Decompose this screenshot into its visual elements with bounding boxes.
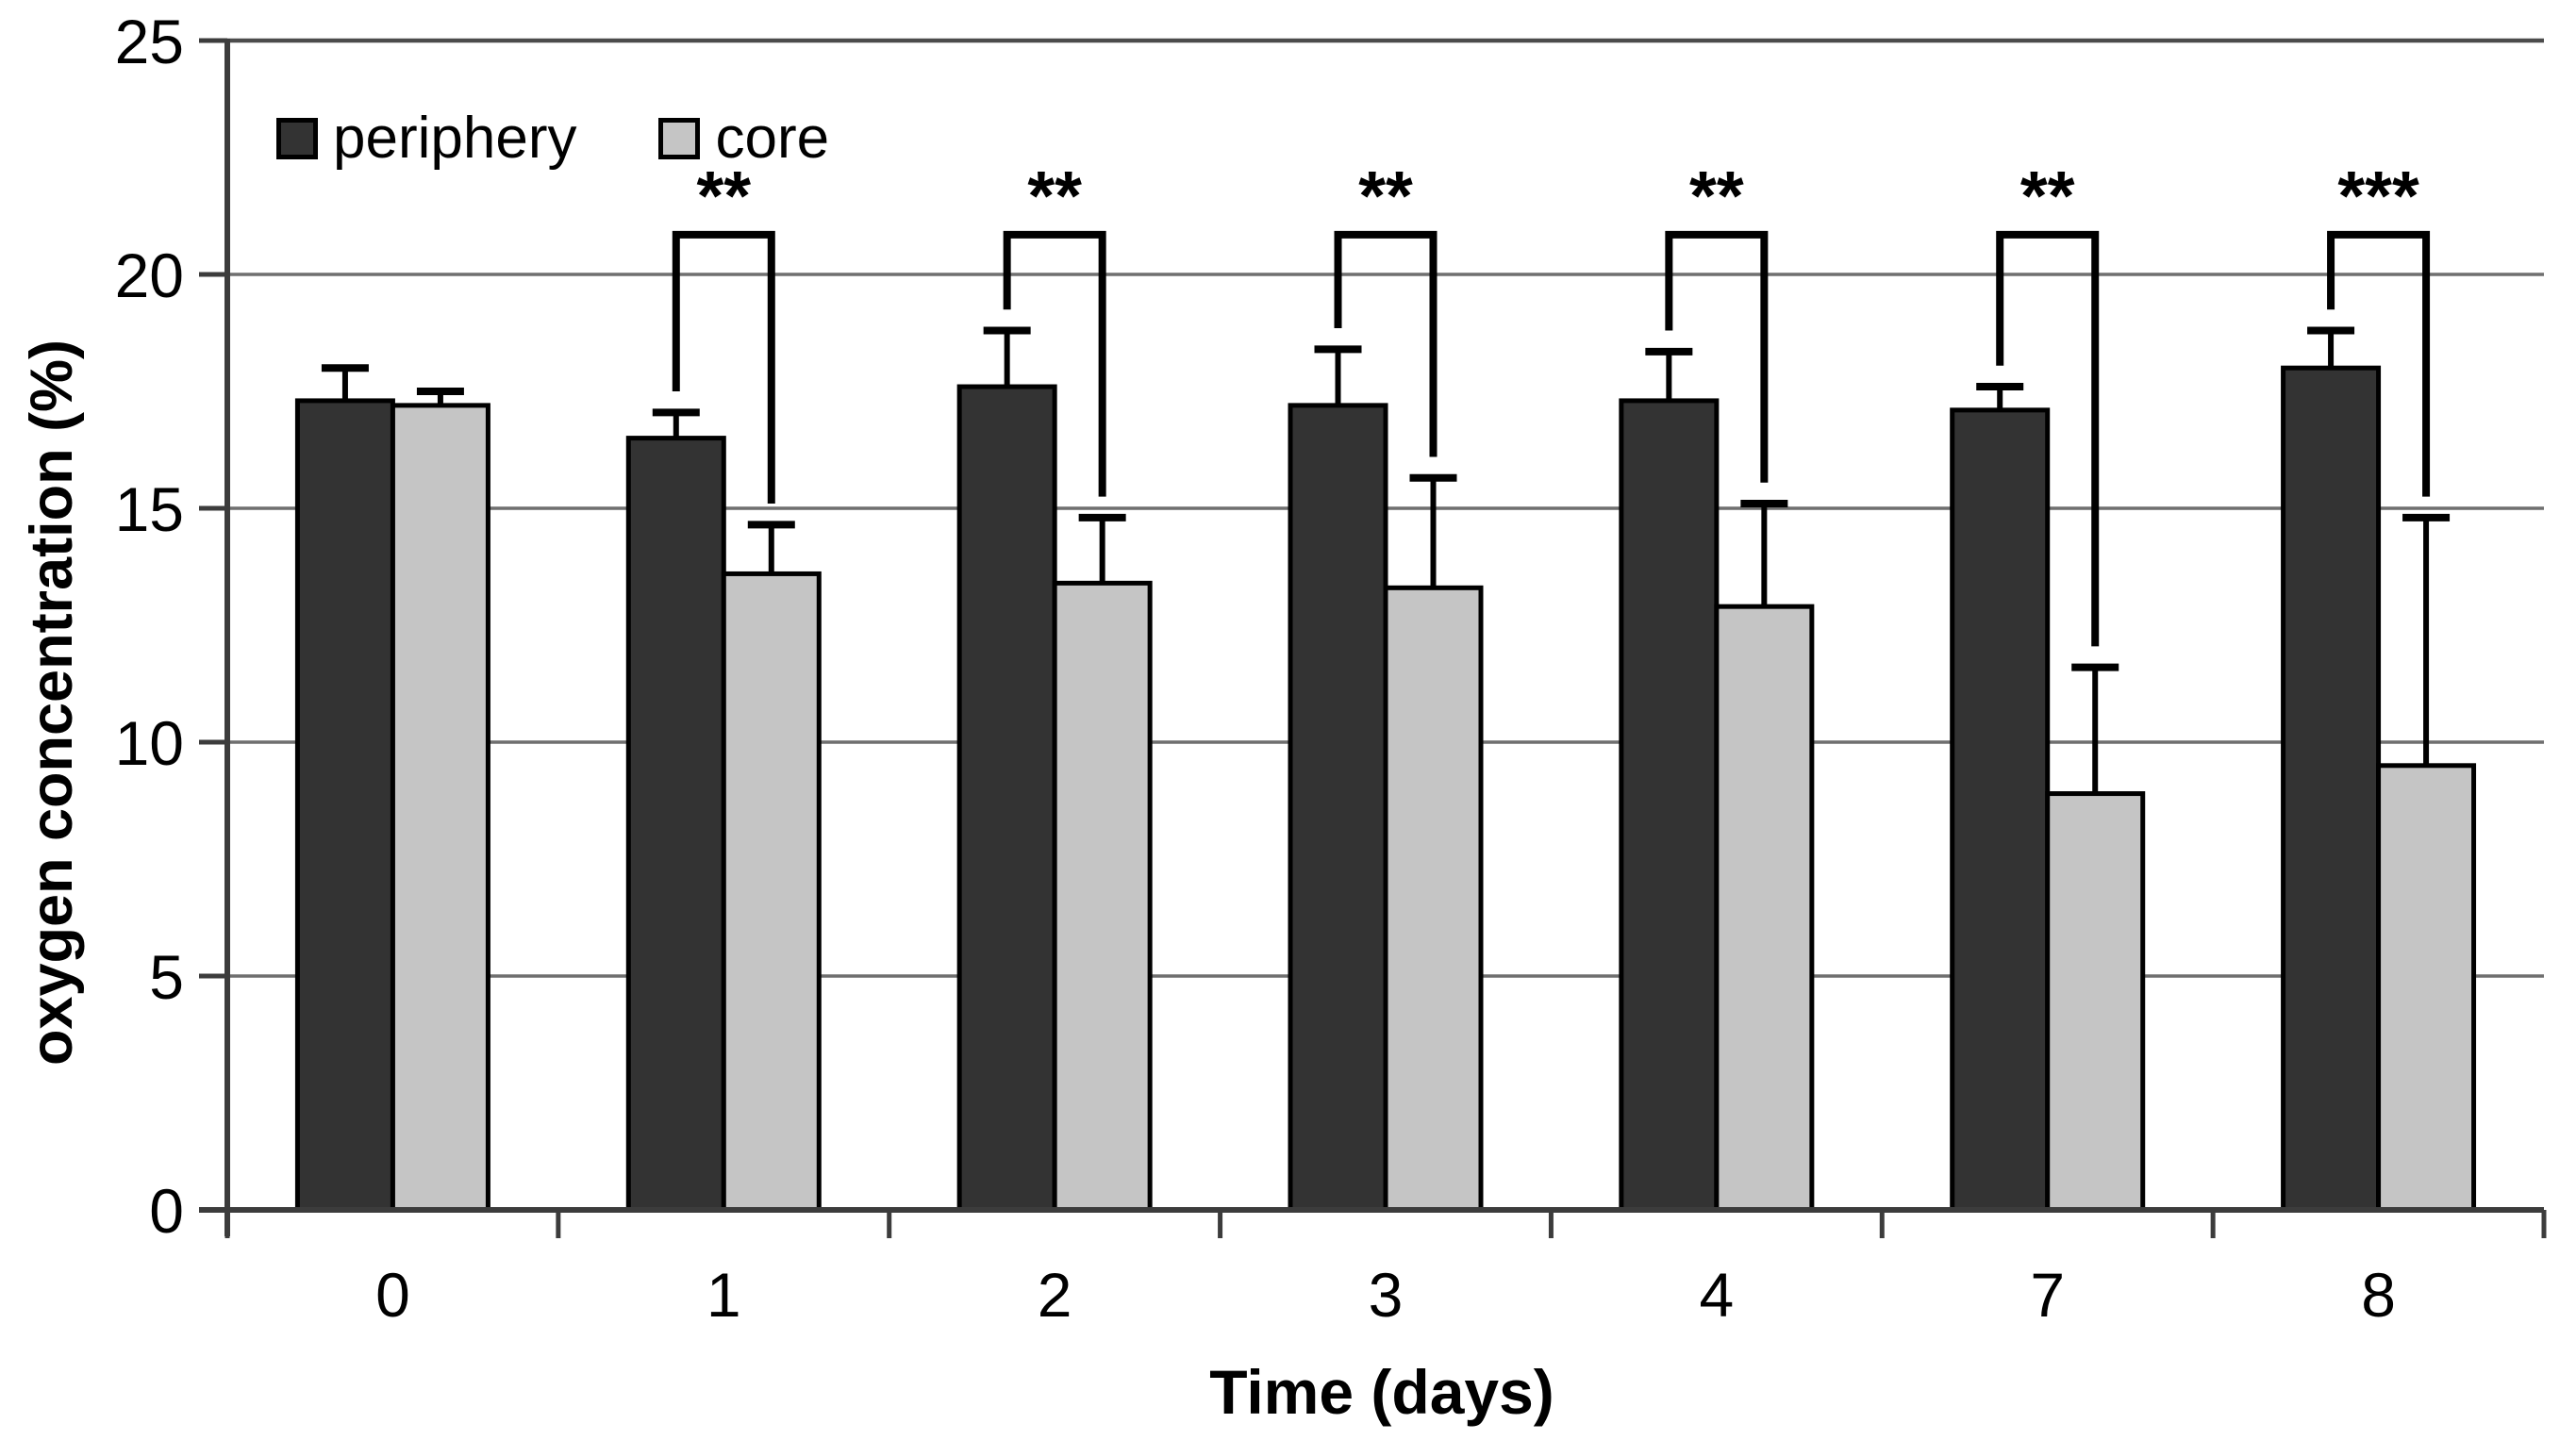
bar-periphery-day-8 (2281, 365, 2382, 1213)
legend-entry-core: core (658, 109, 829, 168)
sig-bracket-day-4 (1665, 230, 1769, 483)
sig-stars-day-2: ** (1027, 157, 1082, 235)
legend-swatch-core-icon (658, 118, 701, 159)
x-tick-label-8: 8 (2361, 1260, 2396, 1330)
x-tick-label-4: 4 (1699, 1260, 1734, 1330)
y-tick-label-0: 0 (149, 1176, 184, 1246)
y-tick-label-10: 10 (115, 708, 184, 778)
legend-label-periphery: periphery (333, 106, 577, 171)
sig-bracket-day-1 (672, 230, 775, 505)
bar-core-day-3 (1383, 585, 1484, 1213)
bar-core-day-2 (1052, 580, 1153, 1213)
legend-label-core: core (715, 106, 830, 171)
sig-stars-day-7: ** (2020, 157, 2075, 235)
sig-stars-day-1: ** (696, 157, 751, 235)
y-tick-label-15: 15 (115, 474, 184, 544)
bar-core-day-1 (721, 571, 822, 1213)
y-tick-label-25: 25 (115, 7, 184, 76)
x-tick-label-7: 7 (2030, 1260, 2065, 1330)
sig-stars-day-3: ** (1358, 157, 1413, 235)
x-tick-label-1: 1 (706, 1260, 741, 1330)
sig-stars-day-4: ** (1689, 157, 1744, 235)
y-axis-title: oxygen concentration (%) (19, 339, 85, 1067)
x-tick-label-3: 3 (1369, 1260, 1404, 1330)
bar-periphery-day-1 (625, 436, 726, 1213)
bar-periphery-day-2 (956, 384, 1057, 1213)
x-tick-label-2: 2 (1038, 1260, 1072, 1330)
sig-bracket-day-8 (2327, 230, 2431, 497)
bar-periphery-day-4 (1619, 398, 1720, 1213)
chart-legend: periphery core (276, 109, 829, 168)
sig-bracket-day-2 (1003, 230, 1106, 497)
sig-stars-day-8: *** (2337, 157, 2419, 235)
bar-core-day-7 (2045, 791, 2146, 1213)
y-tick-label-5: 5 (149, 942, 184, 1012)
bar-core-day-0 (390, 403, 490, 1213)
sig-bracket-day-7 (1996, 230, 2100, 647)
bar-periphery-day-7 (1950, 407, 2051, 1213)
bar-core-day-4 (1714, 604, 1815, 1213)
legend-swatch-periphery-icon (276, 118, 318, 159)
x-axis-title: Time (days) (1209, 1357, 1554, 1427)
y-tick-label-20: 20 (115, 240, 184, 310)
legend-entry-periphery: periphery (276, 109, 576, 168)
x-tick-label-0: 0 (375, 1260, 410, 1330)
bar-core-day-8 (2376, 763, 2477, 1213)
bar-periphery-day-0 (294, 398, 395, 1213)
bar-periphery-day-3 (1288, 403, 1388, 1213)
sig-bracket-day-3 (1334, 230, 1438, 457)
